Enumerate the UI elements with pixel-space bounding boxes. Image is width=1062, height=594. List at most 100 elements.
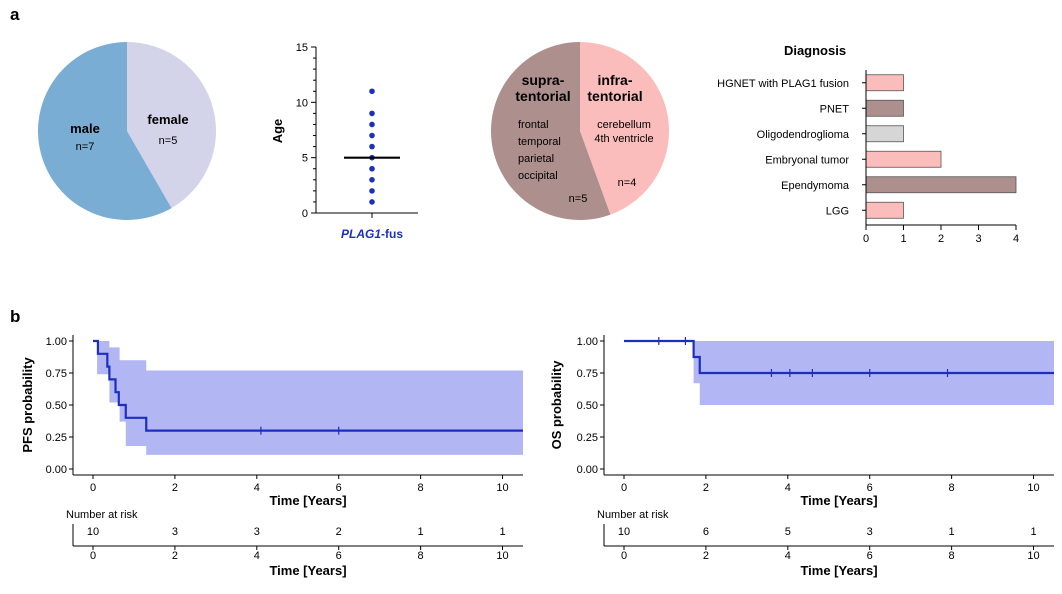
pie-slice-male <box>38 42 172 221</box>
risk-table-value: 1 <box>499 526 505 538</box>
km-y-tick-label: 0.75 <box>577 368 598 380</box>
pie-detail-infra: cerebellum <box>597 119 651 131</box>
pie-detail-supra: frontal <box>518 119 549 131</box>
risk-table-value: 6 <box>703 526 709 538</box>
km-censor-mark <box>785 369 794 377</box>
age-dot <box>369 132 375 139</box>
risk-table-value: 1 <box>418 526 424 538</box>
risk-x-tick-label: 2 <box>172 550 178 562</box>
km-x-tick-label: 0 <box>621 482 627 494</box>
km-y-tick-label: 0.50 <box>577 400 598 412</box>
km-censor-mark <box>865 369 874 377</box>
km-x-tick-label: 2 <box>703 482 709 494</box>
risk-x-tick-label: 4 <box>254 550 260 562</box>
pie-label-male: male <box>70 121 100 136</box>
age-y-axis-title: Age <box>270 119 285 144</box>
risk-x-tick-label: 6 <box>336 550 342 562</box>
km-y-tick-label: 0.50 <box>46 400 67 412</box>
pie-label-supra-line2: tentorial <box>515 88 570 104</box>
age-dot <box>369 110 375 117</box>
bar <box>865 74 904 92</box>
age-y-tick-label: 10 <box>296 97 308 109</box>
risk-table-title: Number at risk <box>597 509 669 521</box>
km-x-tick-label: 6 <box>336 482 342 494</box>
km-censor-mark <box>256 426 265 435</box>
risk-x-tick-label: 4 <box>785 550 791 562</box>
risk-table-value: 3 <box>254 526 260 538</box>
risk-x-tick-label: 6 <box>867 550 873 562</box>
bar <box>865 125 904 143</box>
pie-label-infra-line1: infra- <box>598 72 633 88</box>
bar <box>865 150 942 168</box>
age-group-label: PLAG1-fus <box>341 227 403 241</box>
risk-x-tick-label: 10 <box>496 550 508 562</box>
age-dot <box>369 88 375 95</box>
risk-table-title: Number at risk <box>66 509 138 521</box>
bar-category-label: PNET <box>820 103 850 115</box>
bar-x-tick-label: 4 <box>1013 233 1019 245</box>
bar <box>865 176 1017 194</box>
bar-category-label: Ependymoma <box>781 180 850 192</box>
bar-category-label: HGNET with PLAG1 fusion <box>717 78 849 90</box>
risk-table-value: 3 <box>867 526 873 538</box>
pie-label-infra-line2: tentorial <box>587 88 642 104</box>
risk-table-value: 1 <box>1030 526 1036 538</box>
km-x-tick-label: 8 <box>418 482 424 494</box>
km-x-tick-label: 4 <box>254 482 260 494</box>
km-x-tick-label: 2 <box>172 482 178 494</box>
risk-table-value: 3 <box>172 526 178 538</box>
age-dot <box>369 188 375 194</box>
panel-a-label: a <box>10 5 20 24</box>
age-dot <box>369 143 375 150</box>
km-y-tick-label: 0.75 <box>46 368 67 380</box>
pie-count-female: n=5 <box>159 135 178 147</box>
bar-category-label: Oligodendroglioma <box>757 129 850 141</box>
sex-pie-chart: male n=7 female n=5 <box>38 42 217 221</box>
bar-x-tick-label: 2 <box>938 233 944 245</box>
bar-category-label: Embryonal tumor <box>765 154 849 166</box>
age-y-tick-label: 0 <box>302 208 308 220</box>
age-dot <box>369 199 375 205</box>
bar <box>865 201 904 219</box>
risk-x-tick-label: 10 <box>1027 550 1039 562</box>
risk-x-tick-label: 8 <box>949 550 955 562</box>
km-censor-mark <box>943 369 952 377</box>
km-censor-mark <box>681 337 690 345</box>
risk-x-tick-label: 8 <box>418 550 424 562</box>
bar-x-tick-label: 0 <box>863 233 869 245</box>
age-dot <box>369 177 375 183</box>
km-x-tick-label: 6 <box>867 482 873 494</box>
age-dot-plot: 0 5 10 15 Age PLAG1-fus <box>270 42 418 241</box>
risk-table-value: 10 <box>618 526 630 538</box>
km-survival-line <box>93 339 523 432</box>
risk-x-tick-label: 0 <box>90 550 96 562</box>
km-y-tick-label: 1.00 <box>46 336 67 348</box>
diagnosis-bar-chart: Diagnosis HGNET with PLAG1 fusion PNET Olig… <box>717 43 1019 245</box>
km-confidence-band <box>93 341 523 455</box>
bar <box>865 99 904 117</box>
risk-table-value: 5 <box>785 526 791 538</box>
pie-count-infra: n=4 <box>618 177 637 189</box>
risk-x-tick-label: 0 <box>621 550 627 562</box>
risk-x-tick-label: 2 <box>703 550 709 562</box>
pie-slice-female <box>127 42 217 209</box>
km-x-tick-label: 4 <box>785 482 791 494</box>
risk-table-value: 2 <box>336 526 342 538</box>
diagnosis-title: Diagnosis <box>784 43 846 58</box>
km-x-tick-label: 10 <box>1027 482 1039 494</box>
bar-category-label: LGG <box>826 205 849 217</box>
location-pie-chart: supra-tentorial frontal temporal parietal oc… <box>491 42 670 220</box>
age-y-tick-label: 15 <box>296 42 308 54</box>
risk-table-value: 1 <box>949 526 955 538</box>
km-y-tick-label: 1.00 <box>577 336 598 348</box>
km-censor-mark <box>767 369 776 377</box>
pie-detail-supra: parietal <box>518 153 554 165</box>
panel-b-label: b <box>10 307 20 326</box>
km-y-tick-label: 0.25 <box>46 432 67 444</box>
km-censor-mark <box>334 426 343 435</box>
km-y-tick-label: 0.00 <box>46 464 67 476</box>
pie-detail-infra: 4th ventricle <box>594 133 653 145</box>
km-y-axis-title: OS probability <box>549 360 564 450</box>
